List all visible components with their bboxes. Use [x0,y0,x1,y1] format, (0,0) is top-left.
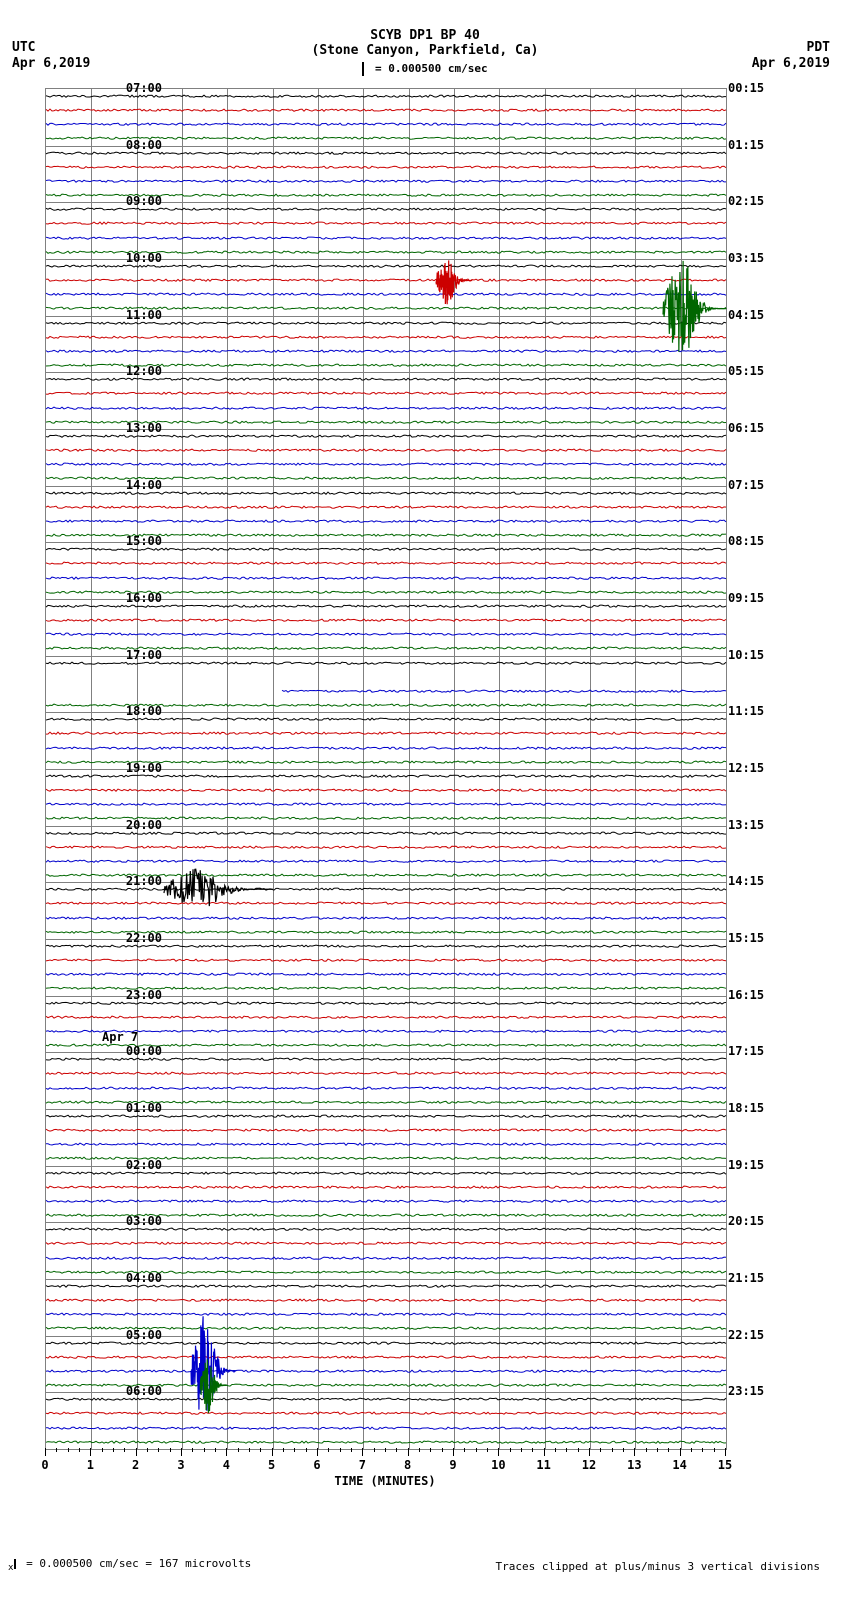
seismic-event [154,863,283,916]
day-change-label: Apr 7 [102,1030,162,1044]
pdt-time-label: 11:15 [728,704,764,718]
title-line-2: (Stone Canyon, Parkfield, Ca) [0,43,850,58]
scale-indicator: = 0.000500 cm/sec [0,62,850,76]
x-tick-label: 14 [672,1458,686,1472]
pdt-time-label: 20:15 [728,1214,764,1228]
pdt-time-label: 00:15 [728,81,764,95]
pdt-time-label: 17:15 [728,1044,764,1058]
x-tick-label: 10 [491,1458,505,1472]
footer-left: x = 0.000500 cm/sec = 167 microvolts [8,1557,251,1573]
pdt-time-label: 09:15 [728,591,764,605]
utc-time-label: 11:00 [102,308,162,322]
x-tick-label: 2 [132,1458,139,1472]
pdt-time-label: 13:15 [728,818,764,832]
utc-time-label: 03:00 [102,1214,162,1228]
x-tick-label: 15 [718,1458,732,1472]
date-left-label: Apr 6,2019 [12,56,90,71]
utc-time-label: 05:00 [102,1328,162,1342]
date-right-label: Apr 6,2019 [752,56,830,71]
utc-time-label: 21:00 [102,874,162,888]
utc-time-label: 09:00 [102,194,162,208]
pdt-time-label: 04:15 [728,308,764,322]
seismic-event [653,254,736,363]
utc-time-label: 15:00 [102,534,162,548]
utc-time-label: 08:00 [102,138,162,152]
tz-right-label: PDT [807,40,830,55]
utc-time-label: 23:00 [102,988,162,1002]
x-tick-label: 7 [359,1458,366,1472]
pdt-time-label: 16:15 [728,988,764,1002]
pdt-time-label: 01:15 [728,138,764,152]
utc-time-label: 06:00 [102,1384,162,1398]
utc-time-label: 17:00 [102,648,162,662]
scale-bar-icon [14,1559,16,1569]
utc-time-label: 04:00 [102,1271,162,1285]
utc-time-label: 01:00 [102,1101,162,1115]
pdt-time-label: 12:15 [728,761,764,775]
utc-time-label: 14:00 [102,478,162,492]
utc-time-label: 12:00 [102,364,162,378]
x-axis-title: TIME (MINUTES) [334,1474,435,1488]
pdt-time-label: 14:15 [728,874,764,888]
utc-time-label: 13:00 [102,421,162,435]
x-tick-label: 9 [449,1458,456,1472]
pdt-time-label: 05:15 [728,364,764,378]
pdt-time-label: 07:15 [728,478,764,492]
x-tick-label: 4 [223,1458,230,1472]
utc-time-label: 22:00 [102,931,162,945]
x-tick-label: 0 [41,1458,48,1472]
pdt-time-label: 19:15 [728,1158,764,1172]
pdt-time-label: 08:15 [728,534,764,548]
utc-time-label: 16:00 [102,591,162,605]
title-line-1: SCYB DP1 BP 40 [0,28,850,43]
pdt-time-label: 02:15 [728,194,764,208]
utc-time-label: 19:00 [102,761,162,775]
x-tick-label: 12 [582,1458,596,1472]
x-tick-label: 6 [313,1458,320,1472]
x-tick-label: 11 [536,1458,550,1472]
pdt-time-label: 21:15 [728,1271,764,1285]
x-tick-label: 5 [268,1458,275,1472]
pdt-time-label: 22:15 [728,1328,764,1342]
x-axis: TIME (MINUTES) 0123456789101112131415 [45,1448,725,1488]
scale-text: = 0.000500 cm/sec [375,62,488,75]
pdt-time-label: 18:15 [728,1101,764,1115]
pdt-time-label: 10:15 [728,648,764,662]
utc-time-label: 07:00 [102,81,162,95]
x-tick-label: 8 [404,1458,411,1472]
utc-time-label: 20:00 [102,818,162,832]
utc-time-label: 00:00 [102,1044,162,1058]
footer-right: Traces clipped at plus/minus 3 vertical … [495,1560,820,1573]
utc-time-label: 18:00 [102,704,162,718]
seismic-event [426,250,482,311]
scale-bar-icon [362,62,364,76]
tz-left-label: UTC [12,40,35,55]
x-tick-label: 13 [627,1458,641,1472]
seismic-event [190,1352,237,1419]
x-tick-label: 1 [87,1458,94,1472]
chart-title: SCYB DP1 BP 40 (Stone Canyon, Parkfield,… [0,0,850,58]
pdt-time-label: 15:15 [728,931,764,945]
x-tick-label: 3 [177,1458,184,1472]
utc-time-label: 02:00 [102,1158,162,1172]
seismogram-container: UTC Apr 6,2019 PDT Apr 6,2019 SCYB DP1 B… [0,0,850,1613]
pdt-time-label: 23:15 [728,1384,764,1398]
pdt-time-label: 03:15 [728,251,764,265]
pdt-time-label: 06:15 [728,421,764,435]
utc-time-label: 10:00 [102,251,162,265]
